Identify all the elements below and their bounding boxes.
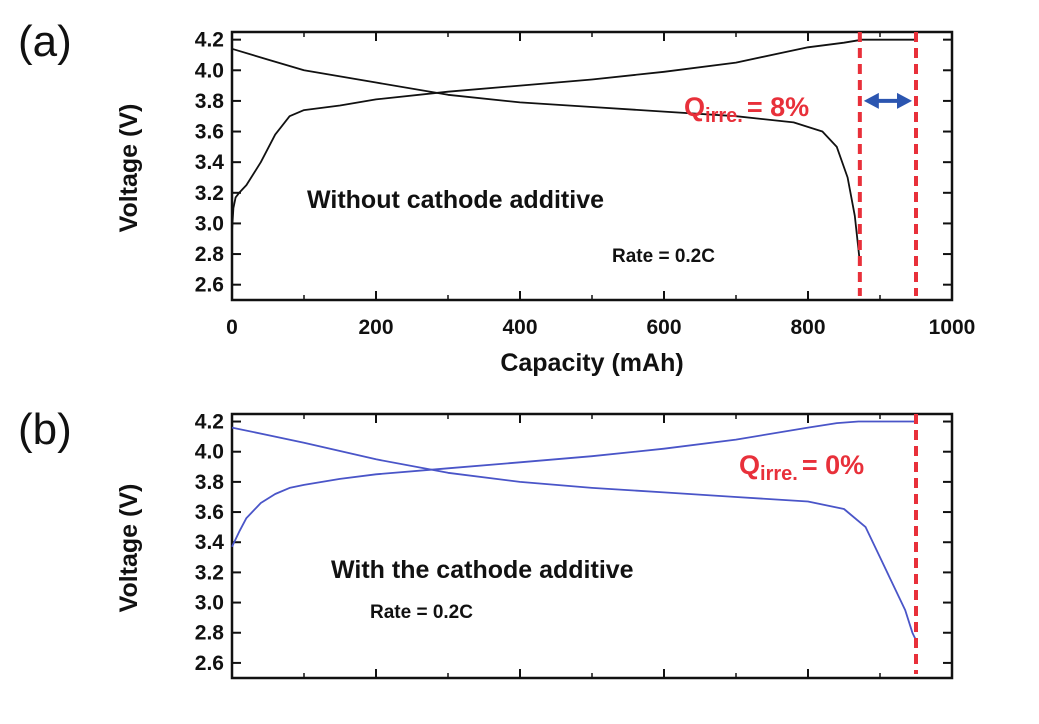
panel-b-y-tick-label: 3.2 [195,561,224,584]
panel-b-y-tick-label: 3.0 [195,592,224,615]
panel-a-series-discharge [231,47,861,262]
panel-a-y-tick-label: 3.0 [195,212,224,235]
panel-a-x-tick-label: 1000 [929,316,976,339]
panel-a-q-main: Q [684,92,705,122]
panel-b-y-tick-label: 2.8 [195,622,225,645]
panel-a-y-tick-label: 3.8 [195,90,225,113]
panel-a-y-tick-label: 2.8 [195,243,225,266]
panel-b-series-discharge [231,426,917,641]
panel-b-rate-label: Rate = 0.2C [370,602,473,623]
panel-a-label: (a) [18,17,72,66]
panel-a-x-tick-label: 400 [502,316,537,339]
panel-a-rate-label: Rate = 0.2C [612,246,715,267]
panel-b-q-main: Q [739,450,760,480]
panel-a-y-tick-label: 3.2 [195,182,224,205]
panel-a-x-tick-label: 800 [790,316,825,339]
panel-b-y-tick-label: 2.6 [195,652,224,675]
panel-b-y-tick-label: 3.8 [195,471,225,494]
panel-b-series-charge [231,420,916,548]
panel-a-arrow-head-left [863,92,879,109]
panel-a-y-tick-label: 4.0 [195,59,224,82]
panel-b-y-tick-label: 4.0 [195,441,224,464]
panel-b-y-tick-label: 3.4 [195,531,225,554]
panel-b-q-value: = 0% [802,450,864,480]
panel-a-x-tick-label: 200 [358,316,393,339]
panel-b-q-irre-label: Qirre. = 0% [739,450,864,485]
panel-b-annotation: With the cathode additive [331,556,634,584]
panel-a-x-tick-label: 0 [226,316,238,339]
panel-b: (b) 2.6 2.8 3.0 3.2 3.4 3.6 3.8 4.0 4.2 Voltage … [18,405,954,680]
panel-a-q-sub: irre. [705,105,743,127]
panel-b-q-sub: irre. [760,463,798,485]
panel-b-y-axis-title: Voltage (V) [115,484,143,613]
panel-b-y-tick-label: 3.6 [195,501,224,524]
panel-a-x-axis-title: Capacity (mAh) [500,349,683,377]
panel-b-y-tick-label: 4.2 [195,411,224,434]
panel-a-y-tick-label: 3.4 [195,151,225,174]
panel-b-label: (b) [18,405,72,454]
panel-a-x-tick-label: 600 [646,316,681,339]
panel-a-y-axis-title: Voltage (V) [115,104,143,233]
panel-a-series-charge [231,38,916,232]
panel-a: (a) 0 200 400 600 800 1000 2.6 2.8 3.0 3.2 3.4 3.6 3… [18,17,975,377]
panel-a-y-tick-label: 3.6 [195,121,224,144]
panel-a-q-irre-label: Qirre. = 8% [684,92,809,127]
panel-a-arrow-head-right [897,92,912,109]
panel-a-q-value: = 8% [747,92,809,122]
panel-a-y-tick-label: 2.6 [195,274,224,297]
panel-a-annotation: Without cathode additive [307,186,604,214]
panel-a-y-tick-label: 4.2 [195,29,224,52]
